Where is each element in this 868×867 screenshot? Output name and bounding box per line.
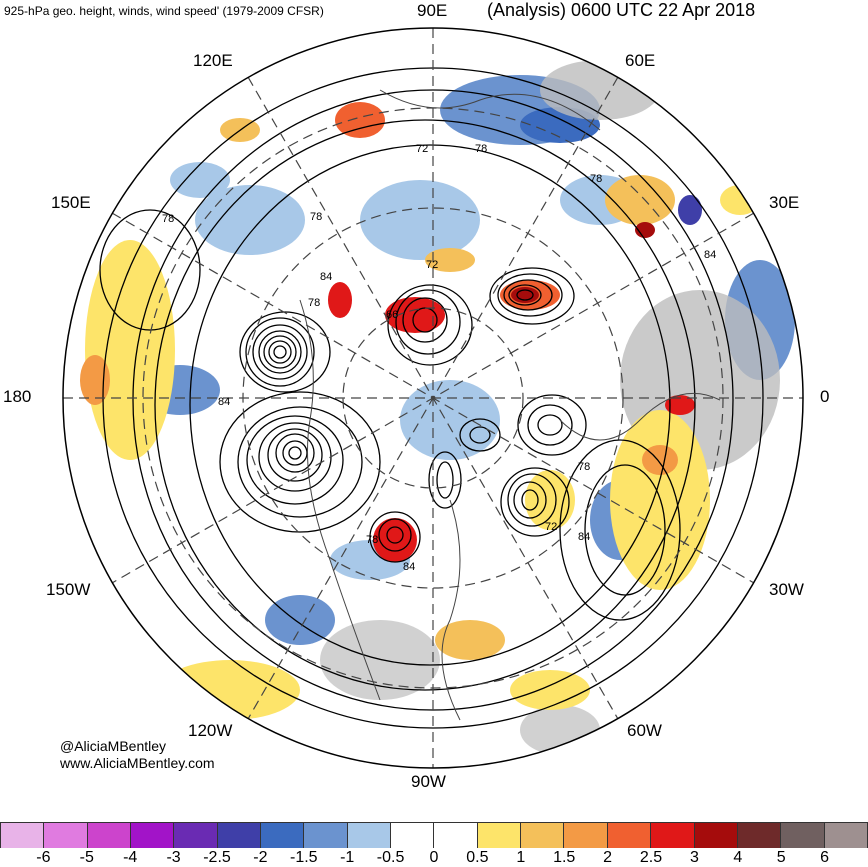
analysis-time: (Analysis) 0600 UTC 22 Apr 2018 — [487, 0, 756, 20]
contour-label: 66 — [386, 309, 398, 321]
colorbar-tick-label: -5 — [79, 849, 94, 866]
colorbar-swatch — [737, 823, 782, 848]
colorbar-swatch — [0, 823, 45, 848]
colorbar-swatch — [261, 823, 305, 848]
contour-label: 84 — [704, 249, 716, 261]
colorbar-swatch — [434, 823, 478, 848]
colorbar-tick-label: 6 — [820, 849, 830, 866]
colorbar-tick-label: 2.5 — [639, 849, 663, 866]
lon-label-120w: 120W — [188, 721, 233, 740]
map-title: 925-hPa geo. height, winds, wind speed' … — [4, 4, 324, 18]
colorbar-tick-label: -3 — [166, 849, 181, 866]
colorbar-tick-label: 3 — [689, 849, 699, 866]
colorbar-swatch — [391, 823, 435, 848]
lon-label-180: 180 — [3, 387, 32, 406]
polar-map: 72 78 78 78 84 78 72 66 84 78 84 78 84 7… — [62, 27, 804, 769]
coastlines — [299, 89, 721, 721]
colorbar-tick-label: 0 — [429, 849, 439, 866]
colorbar-tick-label: 2 — [603, 849, 613, 866]
contour-label: 72 — [426, 259, 438, 271]
low-7 — [517, 394, 587, 456]
colorbar-swatch — [651, 823, 695, 848]
colorbar-tick-label: -1.5 — [290, 849, 318, 866]
colorbar-swatch — [131, 823, 175, 848]
colorbar-tick-label: -0.5 — [376, 849, 405, 866]
contour-label: 78 — [366, 534, 378, 546]
low-9 — [428, 451, 462, 509]
contour-label: 84 — [403, 561, 415, 573]
contour-label: 84 — [218, 396, 230, 408]
lon-label-30w: 30W — [769, 580, 804, 599]
map-boundary — [62, 27, 804, 769]
colorbar-swatch — [694, 823, 738, 848]
contour-label: 78 — [590, 173, 602, 185]
colorbar-swatch — [217, 823, 262, 848]
contour-label: 84 — [320, 271, 332, 283]
lon-label-60w: 60W — [627, 721, 662, 740]
lon-label-0: 0 — [820, 387, 830, 406]
contour-label: 72 — [545, 521, 557, 533]
colorbar-tick-label: -6 — [36, 849, 51, 866]
colorbar-tick-label: 1.5 — [553, 849, 576, 866]
lon-label-150w: 150W — [46, 580, 91, 599]
low-3 — [489, 267, 575, 325]
colorbar-tick-label: -2.5 — [203, 849, 231, 866]
lon-label-60e: 60E — [625, 51, 656, 70]
height-contours — [99, 67, 764, 729]
colorbar-swatch — [824, 823, 868, 848]
colorbar-swatch — [87, 823, 132, 848]
colorbar-swatch — [304, 823, 348, 848]
low-5 — [500, 467, 570, 537]
colorbar-swatch — [781, 823, 825, 848]
credit-handle: @AliciaMBentley — [60, 738, 167, 754]
low-4 — [387, 284, 473, 366]
low-6 — [369, 511, 421, 563]
contour-label: 78 — [162, 213, 174, 225]
contour-label: 78 — [310, 211, 322, 223]
lon-label-30e: 30E — [769, 193, 800, 212]
colorbar-swatch — [477, 823, 522, 848]
lon-label-150e: 150E — [51, 193, 91, 212]
colorbar-swatch — [347, 823, 392, 848]
colorbar-tick-label: 1 — [516, 849, 526, 866]
colorbar-tick-label: -1 — [340, 849, 355, 866]
lon-label-90e: 90E — [417, 1, 448, 20]
colorbar-tick-label: -4 — [123, 849, 138, 866]
colorbar-tick-label: 4 — [733, 849, 743, 866]
lon-label-120e: 120E — [193, 51, 233, 70]
colorbar-swatch — [521, 823, 565, 848]
colorbar-tick-label: 0.5 — [466, 849, 489, 866]
colorbar — [0, 822, 868, 848]
colorbar-tick-label: -2 — [253, 849, 268, 866]
colorbar-swatch — [44, 823, 88, 848]
anomaly-field — [80, 60, 795, 755]
contour-label: 84 — [578, 531, 590, 543]
credit-website: www.AliciaMBentley.com — [60, 755, 215, 771]
lon-label-90w: 90W — [411, 772, 446, 791]
colorbar-swatch — [174, 823, 218, 848]
low-1 — [239, 311, 331, 393]
low-8 — [459, 418, 501, 452]
contour-label: 78 — [475, 143, 487, 155]
colorbar-tick-label: 5 — [776, 849, 786, 866]
contour-label: 78 — [578, 461, 590, 473]
colorbar-swatch — [564, 823, 608, 848]
colorbar-swatch — [607, 823, 652, 848]
contour-label: 72 — [416, 143, 428, 155]
contour-label: 78 — [308, 297, 320, 309]
